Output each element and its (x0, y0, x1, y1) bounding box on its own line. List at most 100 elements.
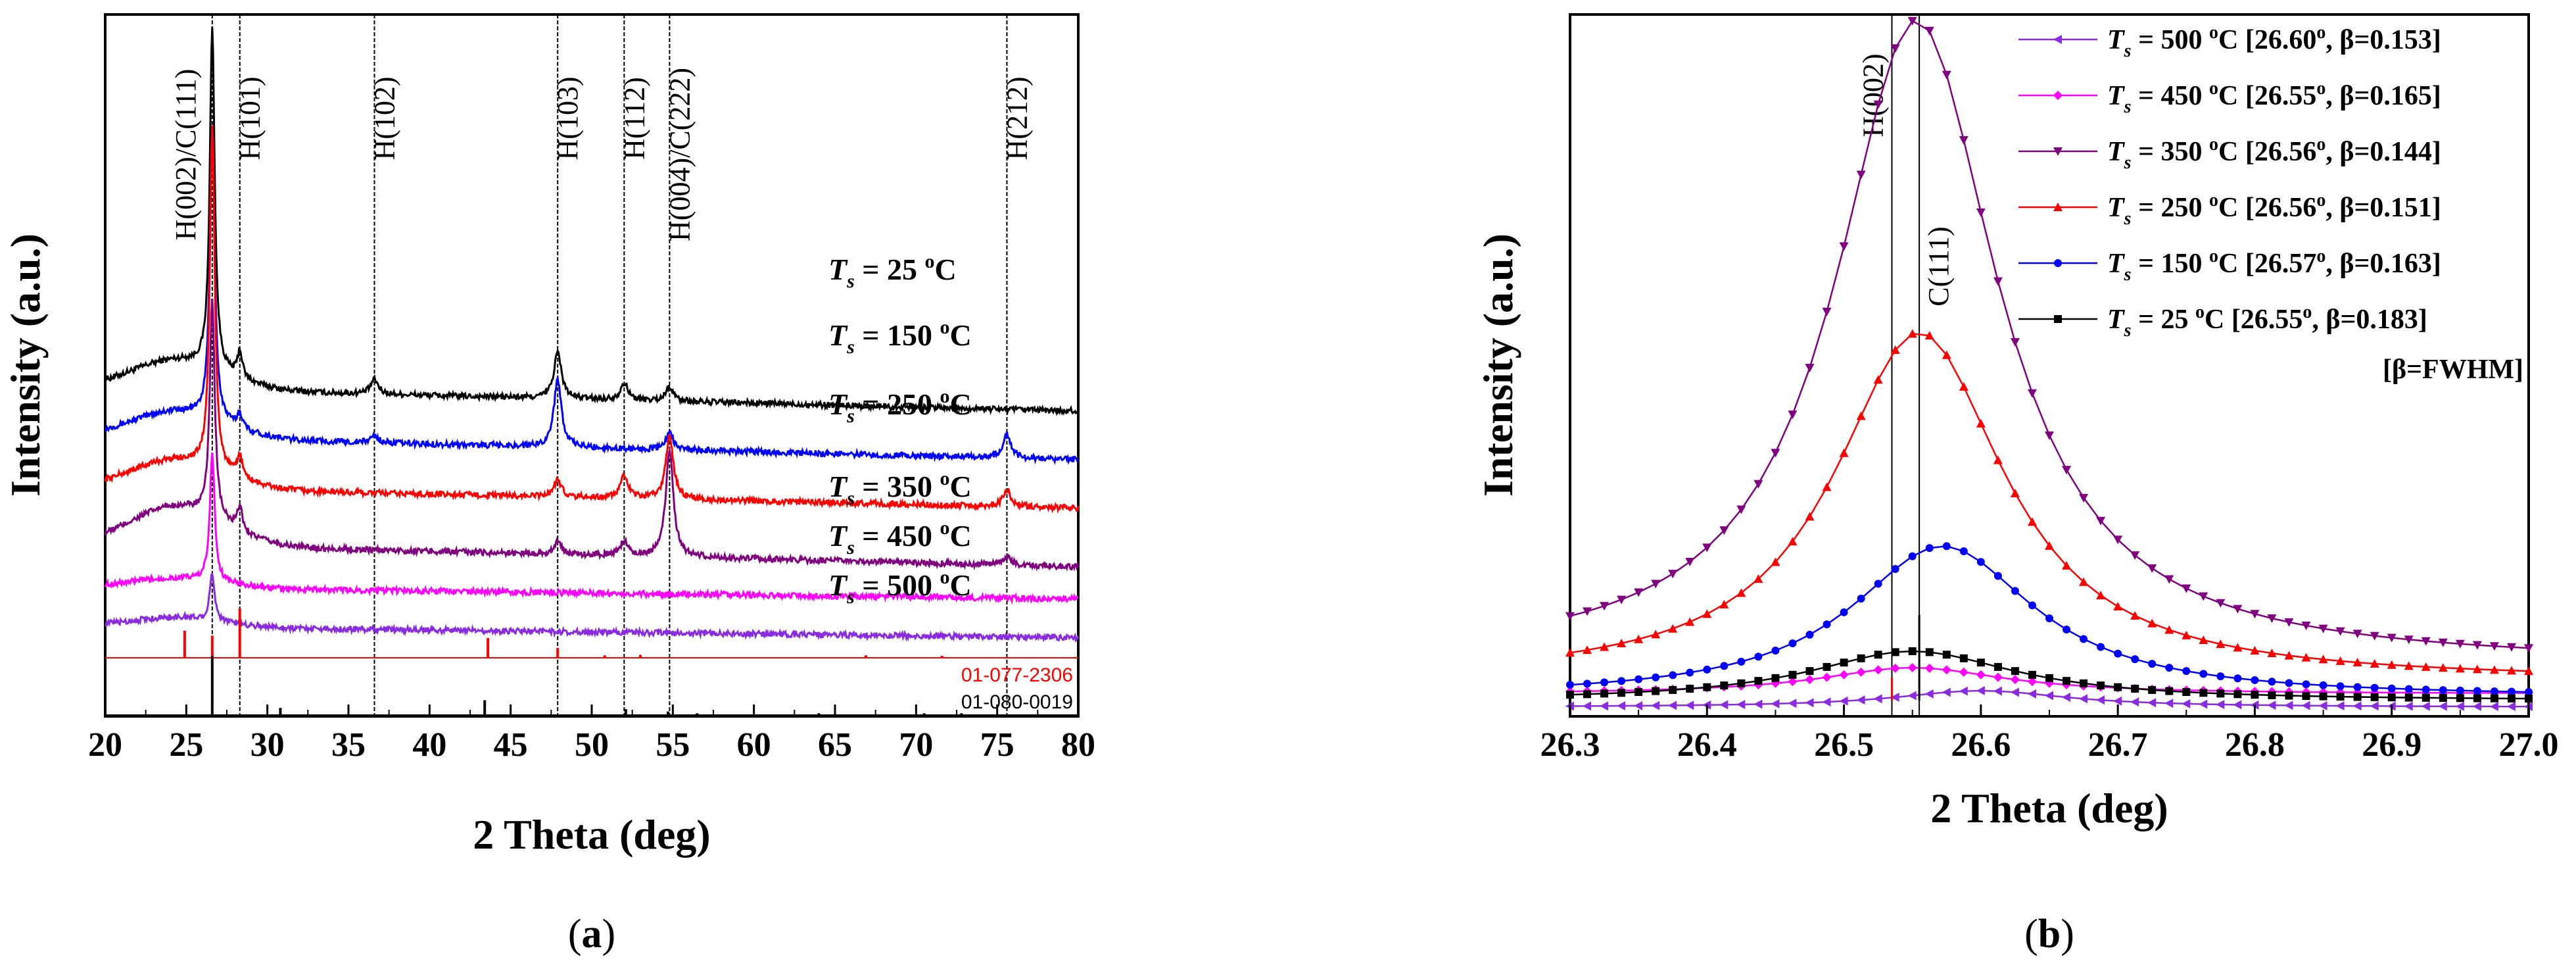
legend-sub: s (2124, 264, 2132, 285)
data-point (1634, 701, 1643, 710)
series-label: Ts = 500 oC (828, 566, 972, 608)
legend-sup: o (2302, 302, 2312, 322)
data-point (2421, 701, 2430, 711)
legend-sub: s (2124, 153, 2132, 173)
legend-sup: o (2316, 22, 2326, 43)
data-point (2421, 662, 2431, 671)
x-tick-label: 50 (575, 726, 609, 764)
data-point (1856, 667, 1866, 677)
data-point (2506, 666, 2516, 675)
series-label-sub: s (846, 270, 855, 292)
data-point (2096, 695, 2105, 705)
data-point (2507, 694, 2516, 703)
data-point (1839, 670, 1849, 680)
data-point (2353, 693, 2362, 701)
data-point (2404, 635, 2414, 645)
x-tick-label: 27.0 (2499, 726, 2559, 764)
series-label-symbol: T (828, 318, 848, 352)
legend-text: = 250 (2132, 193, 2209, 223)
data-point (1754, 653, 1763, 661)
data-point (2062, 693, 2071, 703)
data-point (2027, 689, 2036, 699)
legend-sup: o (2209, 78, 2218, 99)
data-point (1907, 16, 1917, 26)
data-point (2199, 699, 2208, 709)
data-point (1993, 277, 2003, 286)
data-point (1839, 696, 1848, 706)
data-point (2524, 644, 2533, 653)
data-point (1634, 634, 1644, 643)
data-point (1976, 686, 1985, 695)
legend-sup: o (2195, 302, 2205, 322)
legend-tail: , β=0.163] (2326, 249, 2441, 279)
data-point (1668, 570, 1678, 579)
series-label-unit: C (950, 519, 972, 553)
legend-sup: o (2316, 78, 2326, 99)
legend-symbol: T (2107, 249, 2126, 279)
series-label-sup: o (940, 566, 950, 588)
data-point (1617, 701, 1626, 711)
data-point (2114, 649, 2122, 658)
series-label-sub: s (846, 405, 855, 427)
data-point (1703, 683, 1711, 691)
legend-sup: o (2209, 134, 2218, 155)
data-point (2216, 689, 2225, 698)
x-tick-label: 26.8 (2225, 726, 2285, 764)
reference-label: 01-080-0019 (961, 691, 1073, 713)
legend-label: Ts = 500 oC [26.60o, β=0.153] (2107, 22, 2441, 61)
data-point (1976, 658, 1985, 667)
data-point (2318, 624, 2328, 633)
legend-sup: o (2316, 246, 2326, 266)
data-point (2301, 701, 2310, 710)
peak-label: H(212) (1001, 76, 1033, 160)
legend-label: Ts = 450 oC [26.55o, β=0.165] (2107, 78, 2441, 117)
legend-tail: , β=0.165] (2326, 81, 2441, 111)
data-point (2370, 683, 2379, 692)
data-point (1993, 686, 2002, 696)
data-point (1771, 647, 1780, 655)
data-point (2010, 687, 2019, 697)
data-point (2439, 686, 2447, 695)
legend-symbol: T (2107, 25, 2126, 55)
peak-label: H(102) (368, 76, 400, 160)
data-point (1874, 651, 1882, 659)
x-tick-label: 26.4 (1677, 726, 1737, 764)
data-point (1840, 608, 1848, 616)
data-point (2285, 679, 2293, 687)
data-point (1924, 26, 1934, 36)
data-point (2456, 694, 2464, 703)
data-point (2233, 690, 2242, 699)
data-point (2285, 691, 2293, 700)
data-point (2054, 315, 2062, 323)
data-point (1634, 675, 1643, 683)
legend-tail: , β=0.153] (2326, 25, 2441, 55)
data-point (1686, 668, 1694, 677)
data-point (2233, 674, 2242, 683)
legend-text: = 350 (2132, 137, 2209, 167)
series-label-sup: o (940, 316, 950, 338)
series-label: Ts = 150 oC (828, 316, 972, 358)
data-point (2525, 687, 2533, 696)
legend-symbol: T (2107, 137, 2126, 167)
peak-label: H(101) (234, 76, 266, 160)
data-point (2490, 694, 2498, 703)
data-point (1702, 609, 1712, 618)
data-point (1822, 697, 1831, 707)
data-point (2199, 592, 2208, 601)
legend-unit: C [26.55 (2218, 81, 2316, 111)
peak-label: H(103) (552, 76, 584, 160)
data-point (2216, 699, 2225, 709)
data-point (1805, 630, 1814, 639)
data-point (2045, 541, 2054, 550)
legend-sub: s (2124, 209, 2132, 229)
data-point (2130, 551, 2140, 560)
series-label-text: = 250 (855, 387, 940, 421)
data-point (2438, 701, 2447, 711)
x-axis-ticks-a: 20 25 30 35 40 45 50 55 60 65 70 75 80 (88, 705, 1095, 764)
data-point (1856, 411, 1866, 420)
peak-guide-lines-a: H(002)/C(111) H(101) H(102) H(103) H(112) H(0… (170, 14, 1033, 716)
data-point (1600, 642, 1610, 651)
data-point (1993, 672, 2003, 682)
data-point (2353, 683, 2362, 691)
